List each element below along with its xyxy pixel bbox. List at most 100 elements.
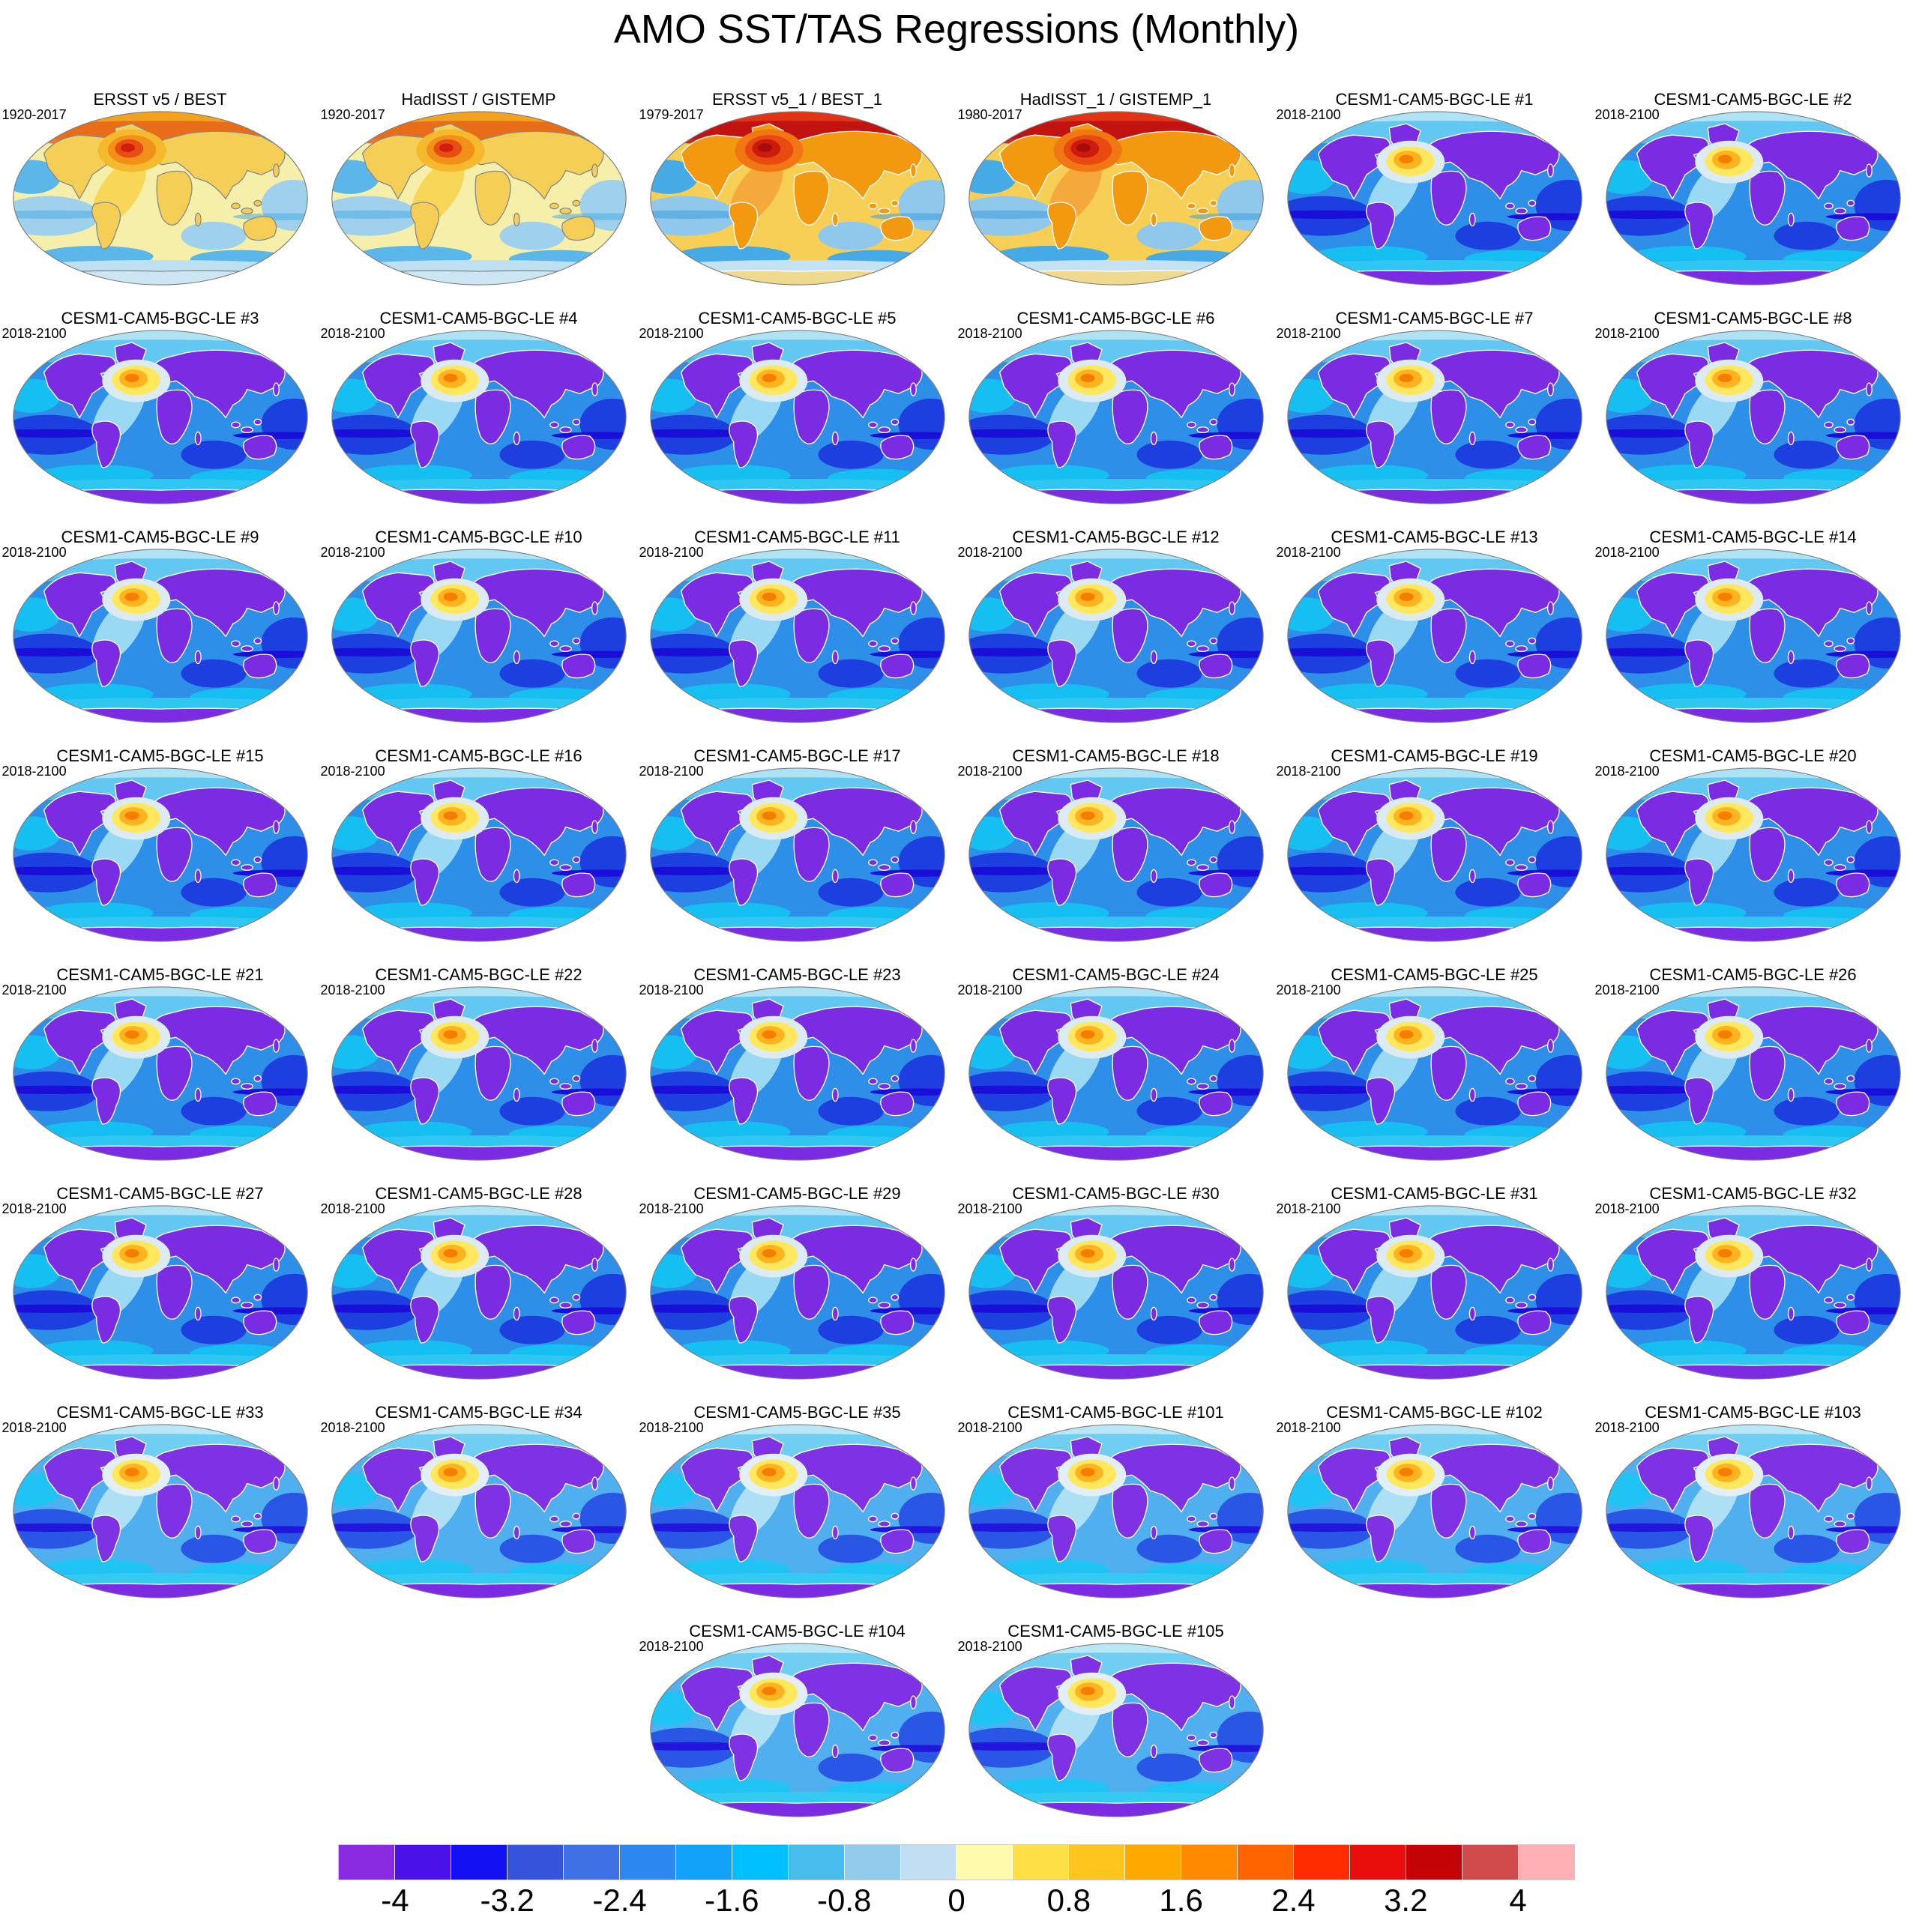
colorbar-cell [788, 1845, 845, 1880]
map-panel: CESM1-CAM5-BGC-LE #102 2018-2100 [1275, 1403, 1594, 1622]
panel-body: 2018-2100 [639, 1639, 947, 1821]
panel-title: CESM1-CAM5-BGC-LE #27 [56, 1184, 264, 1203]
colorbar-cell [1294, 1845, 1351, 1880]
panel-body: 2018-2100 [639, 982, 947, 1165]
panel-period-label: 2018-2100 [1594, 1420, 1660, 1435]
map-panel: HadISST / GISTEMP 1920-2017 [319, 90, 638, 309]
panel-period-label: 2018-2100 [639, 982, 704, 997]
panel-title: CESM1-CAM5-BGC-LE #18 [1012, 746, 1220, 765]
world-map [649, 1424, 945, 1599]
colorbar-tick-label: -0.8 [816, 1883, 872, 1918]
panel-body: 2018-2100 [958, 1420, 1265, 1602]
world-map [968, 1424, 1264, 1599]
panel-title: CESM1-CAM5-BGC-LE #103 [1645, 1403, 1861, 1422]
world-map [968, 986, 1264, 1161]
panel-title: HadISST_1 / GISTEMP_1 [1019, 90, 1212, 109]
panel-period-label: 2018-2100 [1594, 545, 1660, 560]
map-panel: CESM1-CAM5-BGC-LE #32 2018-2100 [1594, 1184, 1912, 1403]
map-panel: CESM1-CAM5-BGC-LE #23 2018-2100 [638, 965, 956, 1184]
panel-body: 2018-2100 [958, 764, 1265, 946]
world-map [1605, 111, 1901, 286]
panel-body: 2018-2100 [2, 764, 310, 946]
world-map [968, 1643, 1264, 1817]
world-map [331, 986, 627, 1161]
map-panel: CESM1-CAM5-BGC-LE #4 2018-2100 [319, 309, 638, 528]
panel-period-label: 2018-2100 [320, 982, 385, 997]
panel-title: CESM1-CAM5-BGC-LE #9 [61, 528, 259, 546]
map-panel: CESM1-CAM5-BGC-LE #28 2018-2100 [319, 1184, 638, 1403]
panel-period-label: 2018-2100 [1594, 1201, 1660, 1216]
panel-title: CESM1-CAM5-BGC-LE #31 [1331, 1184, 1538, 1203]
map-panel: CESM1-CAM5-BGC-LE #18 2018-2100 [956, 746, 1275, 965]
panel-period-label: 2018-2100 [639, 1420, 704, 1435]
map-panel: CESM1-CAM5-BGC-LE #34 2018-2100 [319, 1403, 638, 1622]
panel-body: 2018-2100 [639, 1420, 947, 1602]
panel-period-label: 2018-2100 [957, 1420, 1022, 1435]
panel-body: 2018-2100 [1277, 545, 1584, 727]
panel-body: 2018-2100 [958, 326, 1265, 508]
world-map [649, 111, 945, 286]
map-panel: CESM1-CAM5-BGC-LE #1 2018-2100 [1275, 90, 1594, 309]
colorbar: -4 -3.2 -2.4 -1.6 -0.8 0 0.8 1.6 2.4 3.2 4 [338, 1844, 1575, 1929]
colorbar-cell [844, 1845, 901, 1880]
map-panel: CESM1-CAM5-BGC-LE #21 2018-2100 [1, 965, 319, 1184]
map-panel: CESM1-CAM5-BGC-LE #5 2018-2100 [638, 309, 956, 528]
panel-title: CESM1-CAM5-BGC-LE #28 [375, 1184, 582, 1203]
panel-grid: ERSST v5 / BEST 1920-2017 [1, 90, 1913, 1841]
world-map [331, 767, 627, 942]
panel-period-label: 2018-2100 [1, 764, 67, 779]
world-map [12, 767, 308, 942]
colorbar-cell [732, 1845, 789, 1880]
panel-period-label: 2018-2100 [1, 1420, 67, 1435]
panel-period-label: 2018-2100 [320, 1420, 385, 1435]
map-panel: CESM1-CAM5-BGC-LE #105 2018-2100 [956, 1622, 1275, 1841]
world-map [968, 330, 1264, 504]
world-map [12, 1205, 308, 1380]
colorbar-cell [1519, 1845, 1574, 1880]
panel-body: 2018-2100 [2, 1420, 310, 1602]
panel-body: 1920-2017 [321, 107, 628, 289]
colorbar-cell [1181, 1845, 1238, 1880]
colorbar-cell [563, 1845, 620, 1880]
colorbar-cell [339, 1845, 395, 1880]
colorbar-tick-label: 0.8 [1046, 1883, 1091, 1918]
panel-period-label: 2018-2100 [1276, 1420, 1341, 1435]
world-map [12, 986, 308, 1161]
map-panel: CESM1-CAM5-BGC-LE #3 2018-2100 [1, 309, 319, 528]
panel-body: 2018-2100 [321, 764, 628, 946]
map-panel: CESM1-CAM5-BGC-LE #22 2018-2100 [319, 965, 638, 1184]
panel-period-label: 2018-2100 [1594, 982, 1660, 997]
colorbar-cell [1013, 1845, 1070, 1880]
panel-body: 2018-2100 [1595, 982, 1903, 1165]
panel-body: 2018-2100 [321, 1420, 628, 1602]
colorbar-cell [1125, 1845, 1182, 1880]
panel-title: CESM1-CAM5-BGC-LE #3 [61, 309, 259, 327]
panel-body: 2018-2100 [1277, 326, 1584, 508]
map-panel: CESM1-CAM5-BGC-LE #27 2018-2100 [1, 1184, 319, 1403]
panel-title: CESM1-CAM5-BGC-LE #14 [1649, 528, 1857, 546]
world-map [1286, 1424, 1582, 1599]
colorbar-cell [619, 1845, 676, 1880]
panel-body: 2018-2100 [1595, 545, 1903, 727]
panel-body: 2018-2100 [321, 545, 628, 727]
panel-title: CESM1-CAM5-BGC-LE #24 [1012, 965, 1220, 984]
map-panel: CESM1-CAM5-BGC-LE #26 2018-2100 [1594, 965, 1912, 1184]
map-panel: CESM1-CAM5-BGC-LE #29 2018-2100 [638, 1184, 956, 1403]
panel-body: 2018-2100 [1595, 326, 1903, 508]
panel-period-label: 2018-2100 [1594, 107, 1660, 122]
map-panel: CESM1-CAM5-BGC-LE #104 2018-2100 [638, 1622, 956, 1841]
map-panel: CESM1-CAM5-BGC-LE #2 2018-2100 [1594, 90, 1912, 309]
panel-period-label: 2018-2100 [1, 1201, 67, 1216]
colorbar-cell [900, 1845, 957, 1880]
panel-body: 2018-2100 [321, 982, 628, 1165]
panel-period-label: 2018-2100 [957, 545, 1022, 560]
panel-body: 2018-2100 [639, 545, 947, 727]
world-map [968, 549, 1264, 723]
panel-title: CESM1-CAM5-BGC-LE #34 [375, 1403, 582, 1422]
panel-title: CESM1-CAM5-BGC-LE #4 [379, 309, 578, 327]
panel-title: CESM1-CAM5-BGC-LE #11 [694, 528, 900, 546]
panel-body: 2018-2100 [958, 982, 1265, 1165]
figure-title: AMO SST/TAS Regressions (Monthly) [613, 7, 1300, 52]
panel-period-label: 2018-2100 [1594, 326, 1660, 341]
panel-title: CESM1-CAM5-BGC-LE #13 [1331, 528, 1538, 546]
